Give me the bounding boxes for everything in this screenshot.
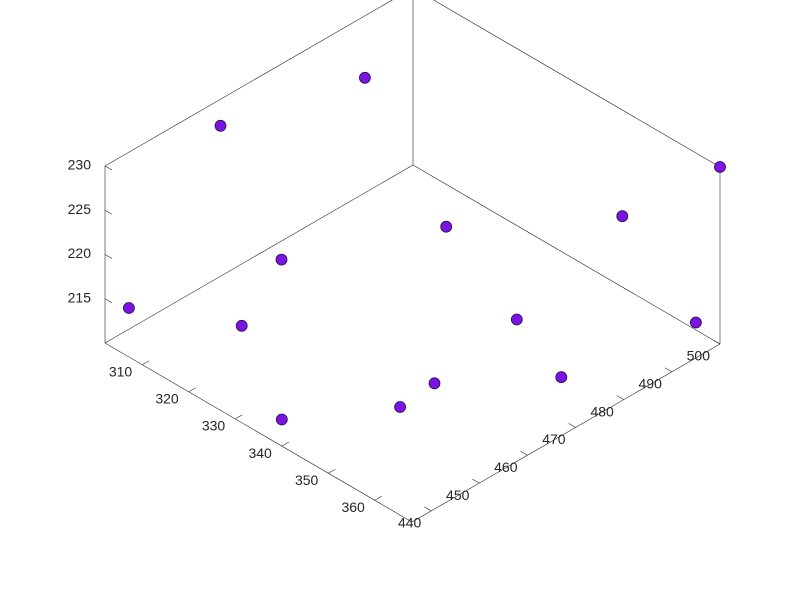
- z-tick: [104, 165, 113, 171]
- data-point: [358, 71, 371, 84]
- x-tick: [424, 506, 432, 512]
- data-point: [714, 161, 726, 173]
- data-point: [616, 210, 629, 223]
- data-point: [275, 253, 288, 266]
- y-tick-label: 340: [248, 445, 272, 461]
- z-tick-label: 225: [68, 201, 92, 217]
- y-tick-label: 350: [295, 472, 319, 488]
- x-tick-label: 500: [687, 348, 711, 364]
- x-tick-label: 490: [639, 376, 663, 392]
- floor-edge-y-left: [104, 342, 413, 523]
- y-tick: [328, 468, 336, 474]
- x-tick: [616, 395, 624, 400]
- data-point: [440, 220, 453, 233]
- z-tick-label: 230: [68, 157, 92, 173]
- data-point: [214, 119, 227, 132]
- z-tick: [104, 298, 113, 304]
- x-tick: [520, 451, 528, 456]
- data-point: [394, 401, 407, 413]
- x-tick: [472, 478, 480, 484]
- wall-edge-back-bottom: [104, 164, 414, 344]
- axes-box: [104, 0, 721, 523]
- floor-edge-x-front: [411, 343, 721, 523]
- x-tick-label: 480: [590, 403, 614, 419]
- x-tick-label: 460: [494, 459, 518, 475]
- data-point: [122, 302, 135, 314]
- z-tick-label: 220: [68, 245, 92, 261]
- x-tick-label: 470: [542, 431, 566, 447]
- data-point: [690, 316, 702, 329]
- x-tick-label: 450: [446, 487, 470, 503]
- z-tick-label: 215: [68, 290, 92, 306]
- axis-ticks: [104, 165, 721, 512]
- x-tick: [568, 423, 576, 428]
- wall-edge-right-top: [432, 0, 721, 168]
- z-tick: [104, 210, 113, 215]
- y-tick-label: 330: [202, 418, 226, 434]
- data-point: [555, 371, 568, 384]
- data-point: [510, 313, 523, 326]
- x-tick: [664, 367, 673, 373]
- data-point: [235, 319, 248, 332]
- y-tick-label: 320: [155, 391, 179, 407]
- data-point: [428, 377, 441, 390]
- data-point: [275, 413, 288, 426]
- wall-edge-right-bottom: [412, 164, 721, 345]
- x-tick-label: 440: [398, 515, 422, 531]
- x-tick: [712, 339, 721, 345]
- z-tick: [104, 254, 113, 259]
- tick-labels: 440 450 460 470 480 490 500 310 320 330 340 350 360 2…: [68, 157, 711, 531]
- y-tick: [374, 496, 382, 501]
- data-points: [122, 71, 726, 426]
- wall-edge-back-top: [104, 0, 393, 167]
- y-tick-label: 360: [341, 499, 365, 515]
- y-tick: [281, 441, 289, 447]
- y-tick: [235, 414, 243, 420]
- y-tick-label: 310: [109, 363, 133, 379]
- y-tick: [188, 387, 196, 393]
- y-tick: [142, 360, 150, 365]
